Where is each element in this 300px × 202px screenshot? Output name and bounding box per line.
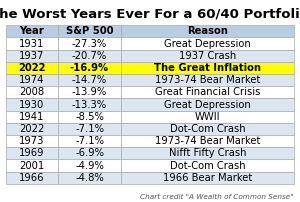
Text: -16.9%: -16.9%	[70, 63, 109, 73]
Text: 1941: 1941	[19, 112, 45, 122]
Text: -4.9%: -4.9%	[75, 161, 104, 170]
Text: 2022: 2022	[18, 63, 46, 73]
Text: -4.8%: -4.8%	[75, 173, 104, 183]
Text: -6.9%: -6.9%	[75, 148, 104, 158]
Text: WWII: WWII	[195, 112, 220, 122]
Text: Chart credit "A Wealth of Common Sense": Chart credit "A Wealth of Common Sense"	[140, 194, 294, 200]
Text: -14.7%: -14.7%	[72, 75, 107, 85]
Text: The Worst Years Ever For a 60/40 Portfolio: The Worst Years Ever For a 60/40 Portfol…	[0, 7, 300, 20]
Text: 1930: 1930	[19, 100, 44, 109]
Text: Great Depression: Great Depression	[164, 100, 251, 109]
Text: Great Depression: Great Depression	[164, 39, 251, 48]
Text: Dot-Com Crash: Dot-Com Crash	[170, 161, 245, 170]
Text: S&P 500: S&P 500	[66, 26, 113, 36]
Text: 2008: 2008	[20, 87, 44, 97]
Text: -27.3%: -27.3%	[72, 39, 107, 48]
Text: 1973-74 Bear Market: 1973-74 Bear Market	[155, 136, 260, 146]
Text: 1974: 1974	[19, 75, 45, 85]
Text: 2001: 2001	[19, 161, 44, 170]
Text: 1937 Crash: 1937 Crash	[179, 51, 236, 61]
Text: 2022: 2022	[19, 124, 45, 134]
Text: -7.1%: -7.1%	[75, 124, 104, 134]
Text: 1973-74 Bear Market: 1973-74 Bear Market	[155, 75, 260, 85]
Text: Year: Year	[20, 26, 44, 36]
Text: 1973: 1973	[19, 136, 45, 146]
Text: 1931: 1931	[19, 39, 45, 48]
Text: Nifft Fifty Crash: Nifft Fifty Crash	[169, 148, 246, 158]
Text: Great Financial Crisis: Great Financial Crisis	[155, 87, 260, 97]
Text: -20.7%: -20.7%	[72, 51, 107, 61]
Text: -13.3%: -13.3%	[72, 100, 107, 109]
Text: Reason: Reason	[187, 26, 228, 36]
Text: 1966: 1966	[19, 173, 45, 183]
Text: 1966 Bear Market: 1966 Bear Market	[163, 173, 252, 183]
Text: Dot-Com Crash: Dot-Com Crash	[170, 124, 245, 134]
Text: 1969: 1969	[19, 148, 45, 158]
Text: The Great Inflation: The Great Inflation	[154, 63, 261, 73]
Text: 1937: 1937	[19, 51, 45, 61]
Text: -8.5%: -8.5%	[75, 112, 104, 122]
Text: -13.9%: -13.9%	[72, 87, 107, 97]
Text: -7.1%: -7.1%	[75, 136, 104, 146]
